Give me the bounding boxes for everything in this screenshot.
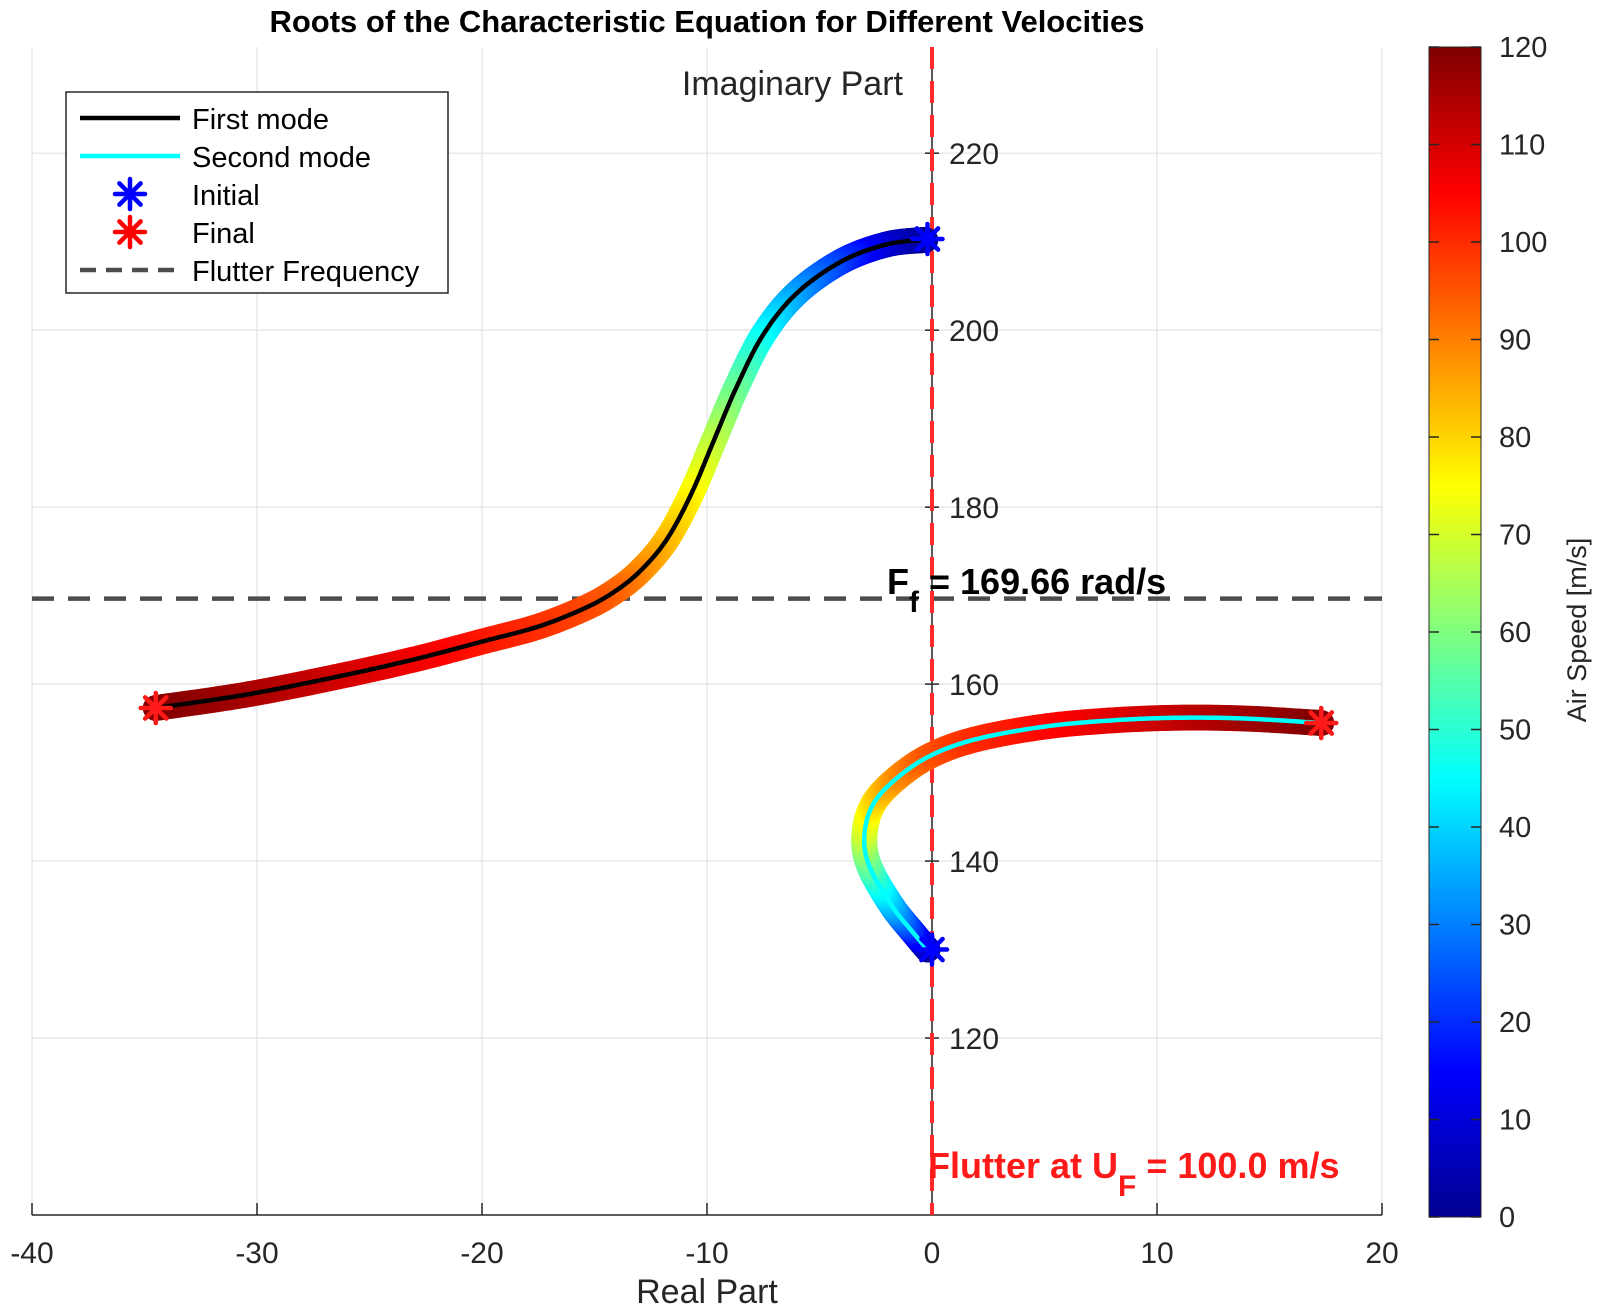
legend: First mode Second mode Initial Final Flutter… (65, 91, 449, 294)
colorbar-tick-label: 30 (1499, 910, 1531, 942)
colorbar-label: Air Speed [m/s] (1562, 538, 1592, 723)
y-tick-label: 140 (949, 846, 999, 879)
colorbar-tick-label: 40 (1499, 812, 1531, 844)
y-tick-label: 160 (949, 669, 999, 702)
mode-line-2 (861, 715, 1322, 952)
marker-stroke (117, 181, 143, 207)
flutter-frequency-annotation: Ff = 169.66 rad/s (887, 561, 1166, 619)
x-tick-label: 20 (1365, 1237, 1398, 1270)
mode-line-1 (155, 237, 927, 711)
legend-entries: First mode Second mode Initial Final Flutter… (80, 104, 420, 288)
colorbar-tick-label: 120 (1499, 32, 1547, 64)
x-tick-label: -30 (235, 1237, 278, 1270)
legend-label: Second mode (192, 142, 371, 174)
x-tick-label: 0 (924, 1237, 941, 1270)
colorbar-tick-label: 90 (1499, 325, 1531, 357)
x-tick-label: -40 (10, 1237, 53, 1270)
colorbar-tick-label: 70 (1499, 520, 1531, 552)
end-markers (138, 221, 1339, 967)
y-tick-label: 120 (949, 1023, 999, 1056)
initial-marker (910, 221, 945, 257)
mode-lines (155, 237, 1322, 952)
x-axis-label: Real Part (636, 1273, 778, 1311)
legend-label: Flutter Frequency (192, 256, 420, 288)
y-axis-label: Imaginary Part (682, 65, 904, 103)
legend-label: Final (192, 218, 255, 250)
frequency-annotation-sub: f (909, 586, 920, 619)
initial-marker (914, 932, 950, 967)
colorbar-tick-label: 100 (1499, 227, 1547, 259)
final-marker (138, 690, 173, 726)
x-tick-label: -20 (460, 1237, 503, 1270)
legend-label: Initial (192, 180, 260, 212)
flutter-annotation-rest: = 100.0 m/s (1136, 1145, 1339, 1186)
flutter-speed-annotation: Flutter at UF = 100.0 m/s (928, 1145, 1340, 1203)
colorbar-tick-label: 10 (1499, 1105, 1531, 1137)
y-tick-label: 200 (949, 315, 999, 348)
colorbar-tick-label: 110 (1499, 130, 1545, 162)
y-tick-label: 180 (949, 492, 999, 525)
flutter-annotation-sub: F (1118, 1170, 1136, 1203)
colorbar: 0 10 20 30 40 50 60 70 80 90 100 110 120 Air Speed [… (1428, 32, 1592, 1234)
colorbar-tick-label: 80 (1499, 422, 1531, 454)
colorbar-tick-label: 20 (1499, 1007, 1531, 1039)
colorbar-ticks: 0 10 20 30 40 50 60 70 80 90 100 110 120 (1429, 32, 1547, 1234)
flutter-annotation-main: Flutter at U (928, 1145, 1118, 1186)
x-tick-labels: -40 -30 -20 -10 0 10 20 (10, 1237, 1398, 1270)
chart-title: Roots of the Characteristic Equation for… (269, 4, 1144, 39)
x-tick-label: -10 (685, 1237, 728, 1270)
marker-stroke (117, 219, 143, 245)
colorbar-tick-label: 0 (1499, 1202, 1515, 1234)
y-tick-labels: 120 140 160 180 200 220 (949, 138, 999, 1056)
legend-swatch-marker (112, 214, 148, 250)
y-tick-label: 220 (949, 138, 999, 171)
marker-stroke (142, 695, 169, 721)
legend-label: First mode (192, 104, 329, 136)
marker-stroke (919, 936, 945, 963)
frequency-annotation-rest: = 169.66 rad/s (919, 561, 1166, 602)
frequency-annotation-main: F (887, 561, 909, 602)
colorbar-tick-label: 60 (1499, 617, 1531, 649)
legend-swatch-marker (112, 176, 148, 212)
marker-stroke (914, 226, 941, 252)
colorbar-tick-label: 50 (1499, 715, 1531, 747)
plot-area (138, 221, 1339, 967)
marker-stroke (1308, 710, 1335, 736)
final-marker (1304, 705, 1339, 741)
x-tick-label: 10 (1140, 1237, 1173, 1270)
